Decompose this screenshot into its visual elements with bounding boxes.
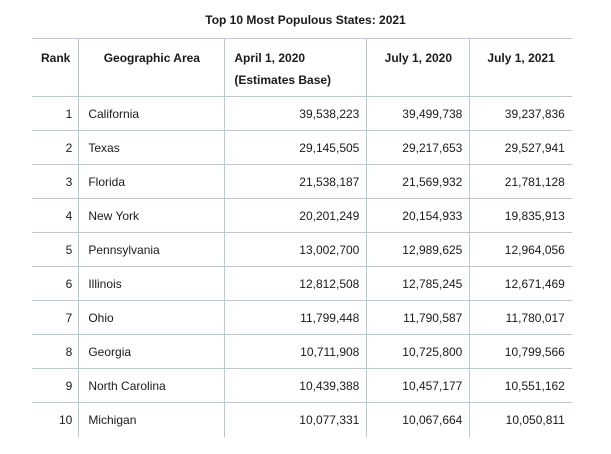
cell-july-2021: 11,780,017	[469, 300, 572, 335]
header-july-2021: July 1, 2021	[469, 38, 572, 97]
table-row: 9 North Carolina 10,439,388 10,457,177 1…	[32, 368, 572, 403]
cell-july-2021: 10,799,566	[469, 334, 572, 369]
table-row: 10 Michigan 10,077,331 10,067,664 10,050…	[32, 402, 572, 437]
cell-geographic-area: Ohio	[78, 300, 225, 335]
cell-july-2021: 12,964,056	[469, 232, 572, 267]
header-estimates-base-note: (Estimates Base)	[234, 73, 332, 87]
cell-rank: 10	[58, 412, 73, 427]
header-row: Rank Geographic Area April 1, 2020 (Esti…	[32, 38, 572, 97]
cell-estimates-base: 39,538,223	[224, 96, 367, 131]
table-row: 7 Ohio 11,799,448 11,790,587 11,780,017	[32, 300, 572, 335]
header-estimates-base: April 1, 2020 (Estimates Base)	[224, 38, 367, 97]
table-row: 2 Texas 29,145,505 29,217,653 29,527,941	[32, 130, 572, 165]
cell-geographic-area: Florida	[78, 164, 225, 199]
cell-rank: 6	[32, 266, 79, 301]
cell-july-2020: 12,989,625	[366, 232, 470, 267]
header-geographic-area: Geographic Area	[78, 38, 225, 97]
cell-july-2020: 10,725,800	[366, 334, 470, 369]
cell-july-2021: 10,551,162	[469, 368, 572, 403]
table-row: 8 Georgia 10,711,908 10,725,800 10,799,5…	[32, 334, 572, 369]
table-body: 1 California 39,538,223 39,499,738 39,23…	[32, 96, 572, 437]
cell-estimates-base: 10,711,908	[224, 334, 367, 369]
cell-geographic-area: Georgia	[78, 334, 225, 369]
cell-rank: 9	[32, 368, 79, 403]
cell-geographic-area: Texas	[78, 130, 225, 165]
cell-july-2021: 39,237,836	[469, 96, 572, 131]
cell-geographic-area: Illinois	[78, 266, 225, 301]
header-july-2020: July 1, 2020	[366, 38, 470, 97]
cell-july-2020: 20,154,933	[366, 198, 470, 233]
cell-estimates-base: 29,145,505	[224, 130, 367, 165]
cell-july-2020: 11,790,587	[366, 300, 470, 335]
table-row: 1 California 39,538,223 39,499,738 39,23…	[32, 96, 572, 131]
cell-estimates-base: 10,439,388	[224, 368, 367, 403]
cell-estimates-base: 13,002,700	[224, 232, 367, 267]
cell-geographic-area: Michigan	[78, 402, 225, 437]
cell-july-2021: 21,781,128	[469, 164, 572, 199]
cell-july-2021: 10,050,811	[469, 402, 572, 437]
table-row: 5 Pennsylvania 13,002,700 12,989,625 12,…	[32, 232, 572, 267]
cell-rank: 5	[32, 232, 79, 267]
table-title: Top 10 Most Populous States: 2021	[205, 13, 406, 27]
cell-july-2020: 29,217,653	[366, 130, 470, 165]
population-table: Rank Geographic Area April 1, 2020 (Esti…	[32, 38, 572, 437]
cell-july-2021: 19,835,913	[469, 198, 572, 233]
cell-estimates-base: 20,201,249	[224, 198, 367, 233]
cell-geographic-area: North Carolina	[78, 368, 225, 403]
cell-rank: 7	[32, 300, 79, 335]
cell-rank: 4	[32, 198, 79, 233]
cell-rank: 8	[32, 334, 79, 369]
table-header: Rank Geographic Area April 1, 2020 (Esti…	[32, 38, 572, 97]
table-row: 6 Illinois 12,812,508 12,785,245 12,671,…	[32, 266, 572, 301]
cell-estimates-base: 11,799,448	[224, 300, 367, 335]
header-rank: Rank	[32, 38, 79, 97]
cell-estimates-base: 21,538,187	[224, 164, 367, 199]
cell-july-2020: 39,499,738	[366, 96, 470, 131]
cell-rank: 3	[32, 164, 79, 199]
cell-july-2020: 21,569,932	[366, 164, 470, 199]
cell-rank: 2	[32, 130, 79, 165]
cell-estimates-base: 10,077,331	[224, 402, 367, 437]
table-row: 3 Florida 21,538,187 21,569,932 21,781,1…	[32, 164, 572, 199]
cell-geographic-area: New York	[78, 198, 225, 233]
cell-geographic-area: Pennsylvania	[78, 232, 225, 267]
cell-july-2020: 12,785,245	[366, 266, 470, 301]
cell-july-2021: 29,527,941	[469, 130, 572, 165]
cell-geographic-area: California	[78, 96, 225, 131]
table-row: 4 New York 20,201,249 20,154,933 19,835,…	[32, 198, 572, 233]
cell-july-2020: 10,067,664	[366, 402, 470, 437]
cell-rank: 1	[32, 96, 79, 131]
cell-july-2020: 10,457,177	[366, 368, 470, 403]
cell-july-2021: 12,671,469	[469, 266, 572, 301]
header-estimates-base-date: April 1, 2020	[234, 51, 306, 65]
cell-estimates-base: 12,812,508	[224, 266, 367, 301]
